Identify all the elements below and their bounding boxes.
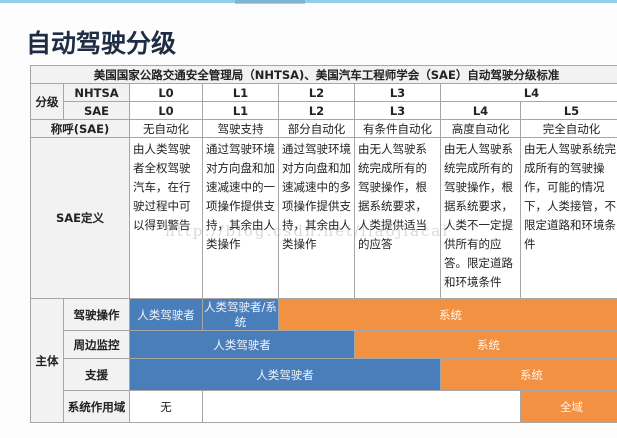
domain-none-cell: 无: [129, 390, 203, 423]
definition-l4: 由无人驾驶系统完成所有的驾驶操作，根据系统要求，人类不一定提供所有的应答。限定道…: [440, 137, 521, 299]
definition-l5: 由无人驾驶系统完成所有的驾驶操作，可能的情况下，人类接管，不限定道路和环境条件: [519, 137, 617, 299]
definition-label: SAE定义: [30, 137, 130, 299]
definition-l2: 通过驾驶环境对方向盘和加速减速中的多项操作提供支持，其余由人类操作: [278, 137, 355, 299]
sae-level-l0: L0: [129, 101, 203, 120]
domain-limited-cell: [202, 390, 521, 423]
level-label: 分级: [30, 83, 64, 120]
sae-level-l5: L5: [519, 101, 617, 120]
sae-level-l4: L4: [440, 101, 521, 120]
definition-l1: 通过驾驶环境对方向盘和加速减速中的一项操作提供支持，其余由人类操作: [202, 137, 279, 299]
nhtsa-label: NHTSA: [63, 83, 130, 102]
name-l4: 高度自动化: [440, 119, 521, 138]
sae-label: SAE: [63, 101, 130, 120]
nhtsa-level-l0: L0: [129, 83, 203, 102]
nhtsa-level-l1: L1: [202, 83, 279, 102]
monitoring-label: 周边监控: [63, 330, 130, 359]
definition-l0: 由人类驾驶者全权驾驶汽车，在行驶过程中可以得到警告: [129, 137, 203, 299]
domain-full-cell: 全域: [519, 390, 617, 423]
name-l5: 完全自动化: [519, 119, 617, 138]
sae-level-l3: L3: [354, 101, 441, 120]
name-l0: 无自动化: [129, 119, 203, 138]
top-accent-bar: [0, 0, 617, 3]
subject-label: 主体: [30, 298, 64, 423]
name-l3: 有条件自动化: [354, 119, 441, 138]
monitoring-system-cell: 系统: [353, 330, 617, 359]
table-caption: 美国国家公路交通安全管理局（NHTSA)、美国汽车工程师学会（SAE）自动驾驶分…: [29, 65, 617, 84]
monitoring-human-cell: 人类驾驶者: [129, 330, 355, 359]
top-logo-mark: [235, 0, 305, 4]
nhtsa-level-l2: L2: [278, 83, 355, 102]
name-l2: 部分自动化: [278, 119, 355, 138]
driving-system-cell: 系统: [277, 298, 617, 331]
definition-l3: 由无人驾驶系统完成所有的驾驶操作，根据系统要求，人类提供适当的应答: [354, 137, 441, 299]
sae-level-l1: L1: [202, 101, 279, 120]
fallback-human-cell: 人类驾驶者: [129, 358, 441, 391]
nhtsa-level-l4: L4: [439, 83, 617, 102]
name-l1: 驾驶支持: [202, 119, 279, 138]
autonomy-level-table: 美国国家公路交通安全管理局（NHTSA)、美国汽车工程师学会（SAE）自动驾驶分…: [29, 65, 617, 423]
fallback-system-cell: 系统: [439, 358, 617, 391]
nhtsa-level-l3: L3: [354, 83, 441, 102]
fallback-label: 支援: [63, 358, 130, 391]
driving-human-cell: 人类驾驶者: [129, 298, 203, 331]
page-title: 自动驾驶分级: [26, 29, 177, 58]
domain-label: 系统作用域: [63, 390, 130, 423]
sae-level-l2: L2: [278, 101, 355, 120]
name-label: 称呼(SAE): [30, 119, 130, 138]
driving-label: 驾驶操作: [63, 298, 130, 331]
driving-shared-cell: 人类驾驶者/系统: [202, 298, 279, 331]
